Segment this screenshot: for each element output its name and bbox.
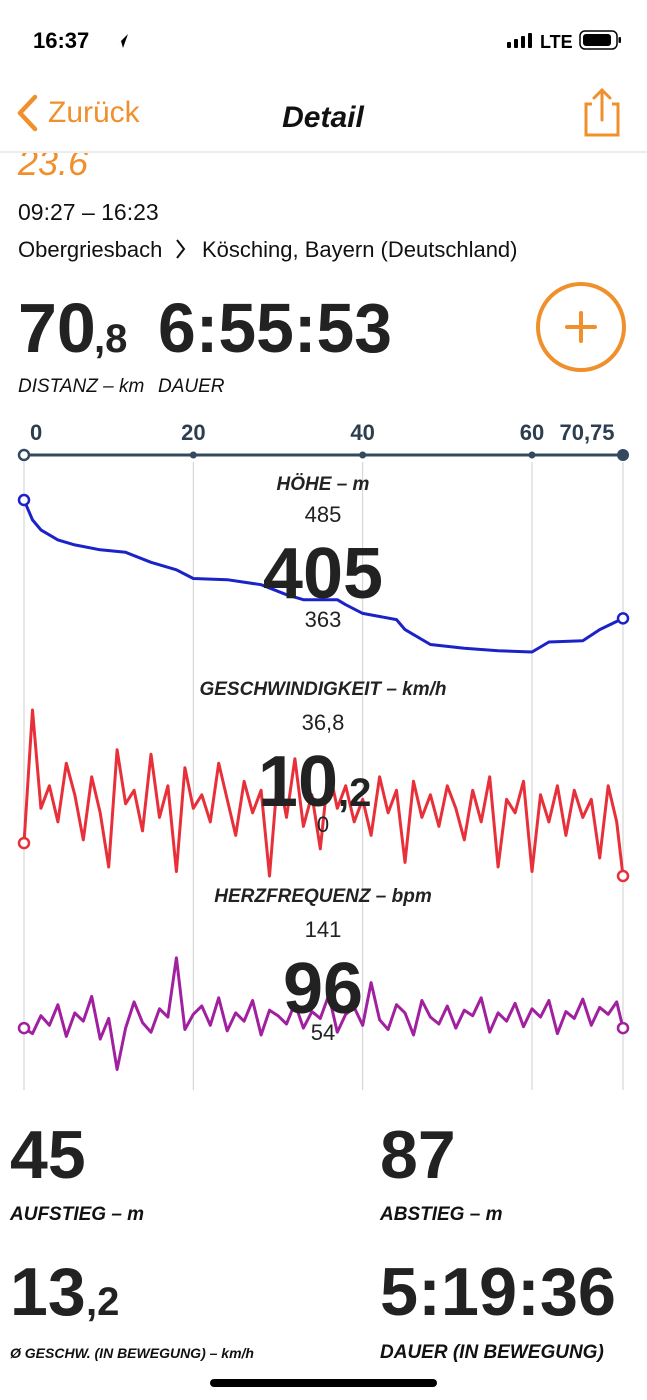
x-tick-label: 0	[30, 420, 42, 445]
tick-dot	[617, 449, 629, 461]
chart-title: HERZFREQUENZ – bpm	[214, 886, 432, 907]
x-tick-label: 60	[520, 420, 544, 445]
stat-value: 13	[10, 1254, 86, 1330]
data-line	[22, 499, 624, 654]
duration-label: DAUER	[158, 376, 225, 397]
tick-dot	[189, 451, 197, 459]
stat-label: Ø GESCHW. (IN BEWEGUNG) – km/h	[10, 1345, 254, 1361]
chart-title: HÖHE – m	[277, 474, 370, 495]
nav-title: Detail	[282, 101, 364, 134]
back-button[interactable]: Zurück	[17, 94, 141, 132]
signal-icon	[507, 33, 532, 48]
stat-label: AUFSTIEG – m	[9, 1204, 144, 1225]
location-icon	[116, 34, 128, 48]
route-to: Kösching, Bayern (Deutschland)	[202, 237, 518, 262]
route-from: Obergriesbach	[18, 237, 162, 262]
y-min-label: 54	[311, 1020, 335, 1045]
data-line	[23, 956, 625, 1071]
tick-dot	[359, 451, 367, 459]
time-range: 09:27 – 16:23	[18, 199, 159, 225]
x-tick-label: 20	[181, 420, 205, 445]
distance-value: 70	[18, 289, 96, 367]
data-line	[22, 708, 625, 878]
current-value: 405	[263, 534, 383, 614]
current-value: 10	[258, 742, 338, 822]
current-fraction: ,2	[338, 771, 371, 815]
duration-value: 6:55:53	[158, 289, 392, 367]
x-tick-label: 70,75	[559, 420, 614, 445]
current-value: 96	[283, 949, 363, 1029]
distance-label: DISTANZ – km	[18, 376, 144, 397]
end-point	[616, 1021, 630, 1035]
distance-fraction: ,8	[94, 317, 127, 361]
stat-value: 87	[380, 1117, 456, 1193]
y-max-label: 485	[305, 502, 342, 527]
share-button[interactable]	[584, 87, 620, 137]
y-min-label: 0	[317, 812, 329, 837]
tick-dot	[528, 451, 536, 459]
y-max-label: 36,8	[302, 710, 345, 735]
end-point	[17, 836, 31, 850]
end-point	[17, 1021, 31, 1035]
stat-fraction: ,2	[86, 1280, 119, 1324]
route-arrow	[176, 239, 186, 259]
network-type: LTE	[540, 32, 573, 52]
back-chevron	[17, 94, 38, 132]
battery-icon	[579, 30, 621, 50]
stat-label: ABSTIEG – m	[379, 1204, 503, 1225]
x-tick-label: 40	[350, 420, 374, 445]
y-min-label: 363	[305, 607, 342, 632]
home-indicator	[210, 1379, 437, 1387]
y-max-label: 141	[305, 917, 342, 942]
add-button[interactable]	[536, 282, 626, 372]
chart-title: GESCHWINDIGKEIT – km/h	[199, 679, 446, 700]
stat-value: 45	[10, 1117, 86, 1193]
status-time: 16:37	[33, 28, 89, 53]
back-label[interactable]: Zurück	[48, 96, 141, 129]
end-point	[616, 612, 630, 625]
ride-date: 23.6	[17, 142, 89, 183]
tick-dot	[17, 448, 31, 462]
end-point	[616, 869, 630, 883]
end-point	[17, 493, 31, 507]
stat-label: DAUER (IN BEWEGUNG)	[380, 1342, 604, 1363]
stat-value: 5:19:36	[380, 1254, 616, 1330]
